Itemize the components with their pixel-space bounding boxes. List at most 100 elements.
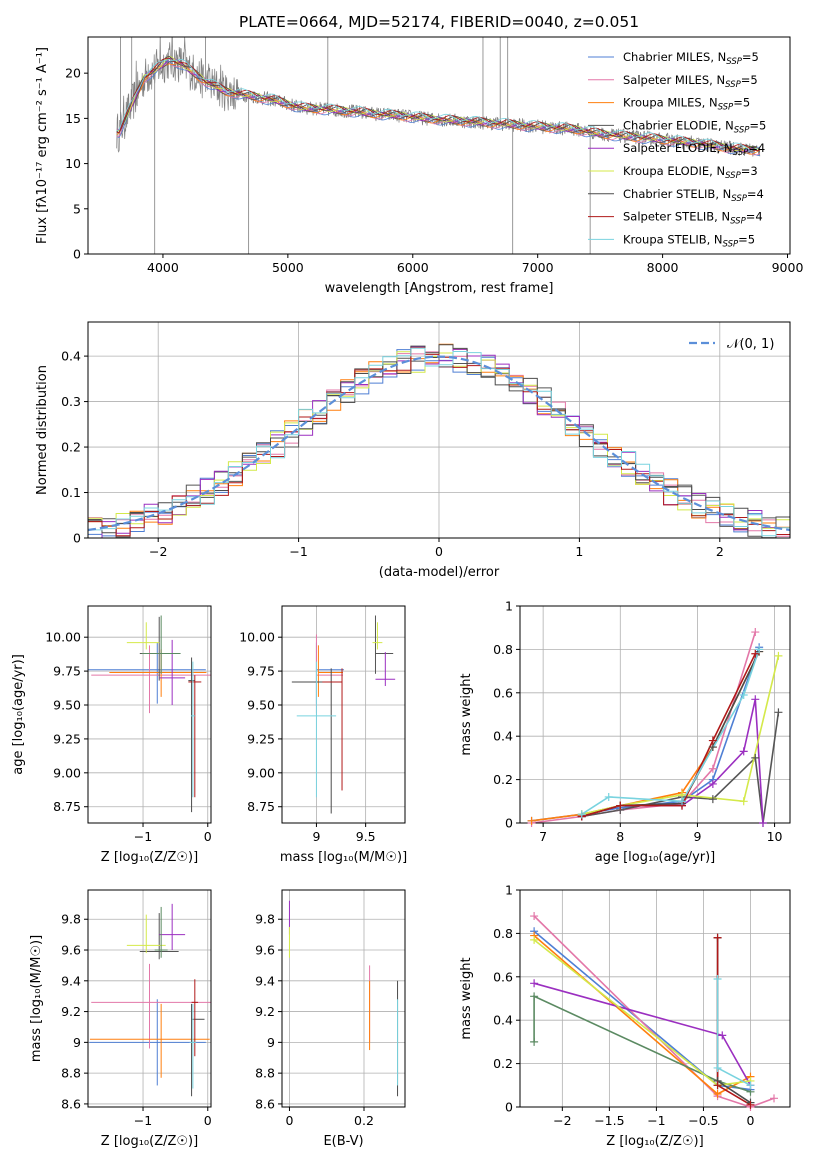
gaussian-curve: [88, 355, 790, 532]
legend-nssp-subscript: SSP: [726, 57, 742, 67]
data-point-kroupa_elodie: [530, 935, 539, 944]
histogram-chabrier_stelib: [88, 344, 790, 538]
data-point-salpeter_elodie: [718, 1031, 727, 1040]
axes-frame: [519, 605, 791, 824]
y-tick-label: 0: [73, 247, 81, 262]
legend-nssp-subscript: SSP: [730, 217, 746, 227]
gridlines: [88, 606, 211, 823]
data-point-salpeter_stelib: [616, 801, 625, 810]
y-tick-label: 9: [267, 1035, 275, 1050]
legend-nssp-value: =3: [741, 164, 758, 178]
y-tick-label: 8.6: [255, 1096, 275, 1111]
gridlines: [520, 605, 790, 824]
plot-area: [89, 903, 211, 1097]
data-point-salpeter_elodie: [739, 747, 748, 756]
data-point-kroupa_miles: [713, 1089, 722, 1098]
y-tick-label: 1: [505, 599, 513, 614]
plot-area: [88, 615, 211, 813]
data-point-salpeter_miles: [530, 912, 539, 921]
histogram-chabrier_elodie: [88, 352, 790, 538]
data-point-kroupa_stelib: [713, 974, 722, 983]
y-tick-label: 0: [505, 1100, 513, 1115]
y-axis-label: mass weight: [459, 957, 474, 1039]
panels: 4000 5000 6000 7000 8000 900005101520waveleng…: [11, 36, 804, 1149]
x-tick-label: −1: [134, 829, 152, 844]
panel-age_vs_Z: −1 0 8.75 9.00 9.25 9.50 9.75 10.00 Z [log₁₀(Z/Z…: [11, 605, 212, 865]
y-tick-label: 9.4: [255, 973, 275, 988]
axes-frame: [281, 889, 406, 1108]
y-tick-label: 0.4: [493, 1013, 513, 1028]
y-axis-label: Normed distribution: [35, 365, 50, 495]
y-tick-label: 10.00: [239, 630, 275, 645]
series-line-elodie_green: [533, 995, 751, 1093]
legend-name: Chabrier MILES: [623, 50, 710, 64]
x-tick-label: 0.2: [354, 1113, 374, 1128]
plot-area: [88, 343, 790, 538]
y-tick-label: 0.4: [61, 349, 81, 364]
panel-massweight_vs_Z: −2 −1.5 −1 −0.5 0 0 0.2 0.4 0.6 0.8 1 Z [log₁₀(Z/Z☉…: [459, 883, 791, 1149]
x-axis-label: wavelength [Angstrom, rest frame]: [325, 281, 554, 296]
series-line-salpeter_miles: [533, 915, 775, 1107]
data-point-kroupa_stelib: [577, 810, 586, 819]
axes-frame: [87, 321, 791, 539]
y-axis-label: age [log₁₀(age/yr)]: [11, 654, 26, 775]
x-tick-label: 8000: [647, 260, 679, 275]
x-tick-label: −2: [553, 1113, 571, 1128]
x-tick-label: 6000: [397, 260, 429, 275]
x-tick-label: −2: [149, 544, 167, 559]
y-tick-label: 9.8: [61, 912, 81, 927]
data-point-kroupa_stelib: [739, 690, 748, 699]
x-tick-label: 9: [693, 829, 701, 844]
y-tick-label: 8.6: [61, 1096, 81, 1111]
y-tick-label: 15: [65, 111, 81, 126]
data-point-salpeter_elodie: [751, 695, 760, 704]
legend-label-salpeter_elodie: Salpeter ELODIE, NSSP=4: [623, 141, 765, 158]
gridlines: [282, 606, 405, 823]
plot-area: [288, 900, 399, 1097]
legend-name: Chabrier ELODIE: [623, 118, 718, 132]
x-tick-label: −1: [647, 1113, 665, 1128]
gridlines: [88, 890, 211, 1107]
panel-mass_vs_Z: −1 0 8.6 8.8 9 9.2 9.4 9.6 9.8 Z [log₁₀(Z/Z☉)] mas…: [29, 889, 212, 1149]
x-tick-label: 0: [204, 1113, 212, 1128]
x-tick-label: 1: [575, 544, 583, 559]
legend-nssp-label: , N: [709, 164, 725, 178]
axes-frame: [87, 605, 212, 824]
x-axis-label: age [log₁₀(age/yr)]: [595, 850, 716, 865]
y-tick-label: 5: [73, 201, 81, 216]
legend-nssp-label: , N: [717, 141, 733, 155]
legend-label-chabrier_elodie: Chabrier ELODIE, NSSP=5: [623, 118, 766, 135]
x-tick-label: 9000: [772, 260, 804, 275]
data-point-kroupa_stelib: [746, 1081, 755, 1090]
plot-area: [533, 915, 775, 1107]
y-tick-label: 9.6: [255, 943, 275, 958]
data-point-salpeter_miles: [751, 628, 760, 637]
legend-name: Kroupa STELIB: [623, 232, 707, 246]
y-tick-label: 9.25: [53, 731, 81, 746]
data-point-salpeter_stelib: [751, 649, 760, 658]
y-tick-label: 0.8: [493, 926, 513, 941]
legend-name: Salpeter MILES: [623, 73, 709, 87]
y-tick-label: 9.25: [247, 731, 275, 746]
x-tick-label: 10: [767, 829, 783, 844]
axes-frame: [87, 889, 212, 1108]
legend-nssp-subscript: SSP: [731, 194, 747, 204]
y-tick-label: 0.3: [61, 394, 81, 409]
y-tick-label: 0.1: [61, 485, 81, 500]
data-point-kroupa_stelib: [604, 792, 613, 801]
legend-nssp-value: =5: [733, 96, 750, 110]
legend-name: Kroupa MILES: [623, 96, 702, 110]
x-tick-label: 0: [204, 829, 212, 844]
data-point-kroupa_elodie: [739, 797, 748, 806]
x-tick-label: 2: [716, 544, 724, 559]
data-point-salpeter_stelib: [746, 1100, 755, 1109]
x-axis-label: (data-model)/error: [379, 565, 500, 580]
y-tick-label: 0.2: [493, 772, 513, 787]
x-tick-label: 5000: [272, 260, 304, 275]
legend-label-chabrier_stelib: Chabrier STELIB, NSSP=4: [623, 187, 764, 204]
legend-nssp-subscript: SSP: [725, 80, 741, 90]
data-point-salpeter_elodie: [759, 819, 767, 827]
y-tick-label: 1: [505, 883, 513, 898]
y-tick-label: 8.8: [61, 1066, 81, 1081]
legend-gaussian-label: 𝒩(0, 1): [727, 337, 774, 352]
